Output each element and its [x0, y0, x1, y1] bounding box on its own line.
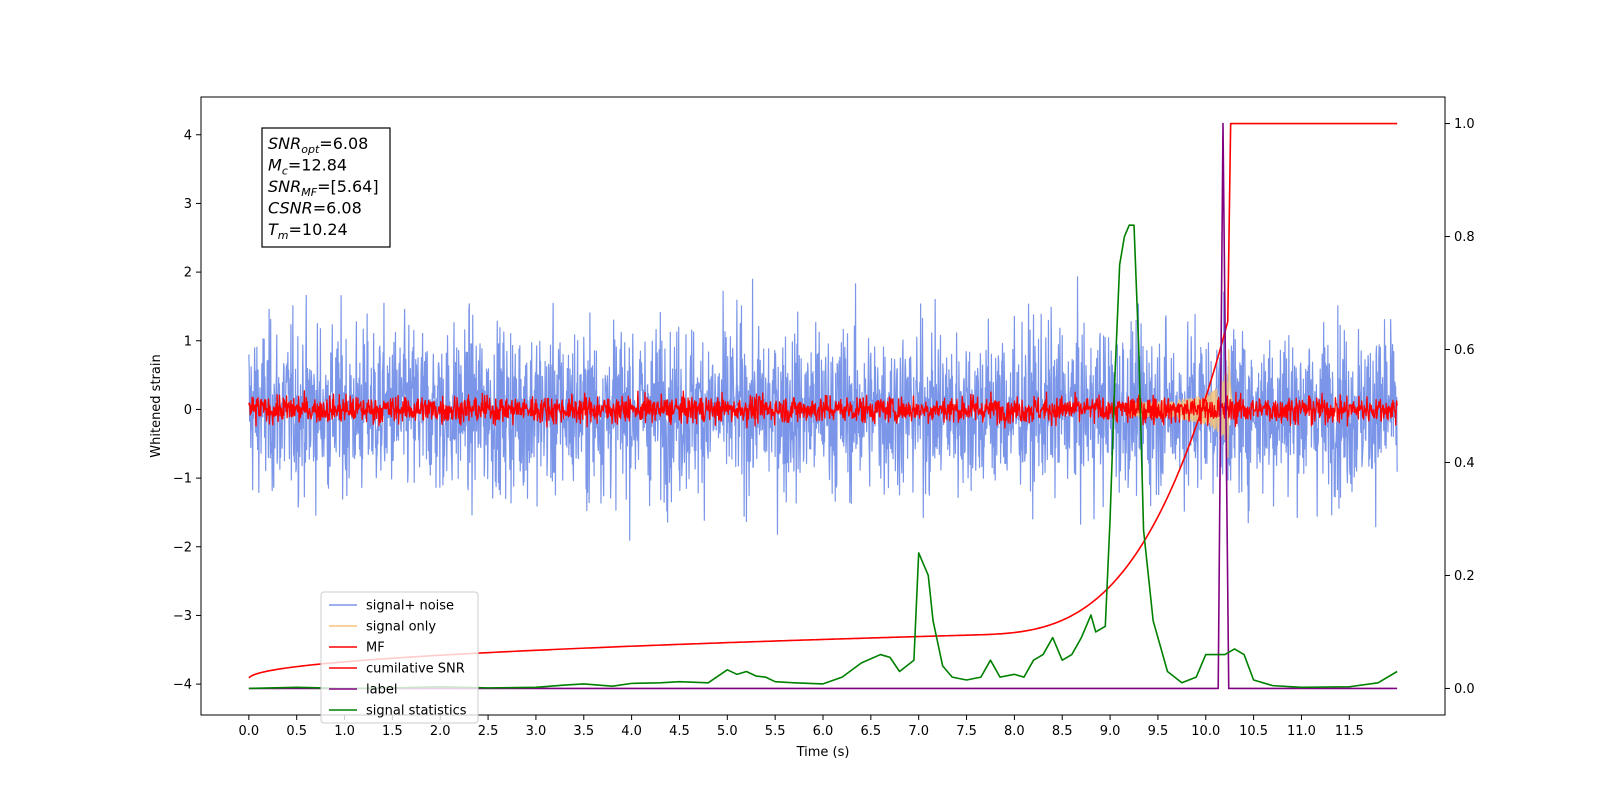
x-tick-label: 8.5 [1052, 724, 1073, 739]
annotation-box: SNRopt=6.08Mc=12.84SNRMF=[5.64]CSNR=6.08… [261, 127, 391, 248]
x-tick-label: 7.0 [908, 724, 929, 739]
y-axis-right: 0.0 0.2 0.4 0.6 0.8 1.0 [1445, 117, 1475, 697]
series-signal-noise [248, 276, 1398, 541]
annotation-symbol: SNR [268, 134, 301, 153]
legend-frame [320, 591, 479, 724]
annotation-subscript: opt [301, 143, 320, 156]
legend-cumilative-snr-label: cumilative SNR [366, 662, 465, 677]
annotation-symbol: T [268, 220, 279, 239]
x-tick-label: 11.0 [1287, 724, 1316, 739]
y-tick-label: 0 [184, 403, 192, 418]
x-tick-label: 8.0 [1004, 724, 1025, 739]
x-tick-label: 3.5 [573, 724, 594, 739]
x-tick-label: 1.5 [382, 724, 403, 739]
x-tick-label: 2.0 [430, 724, 451, 739]
x-tick-label: 7.5 [956, 724, 977, 739]
y-axis-left: −4 −3 −2 −1 0 1 2 3 4 [173, 128, 201, 693]
x-tick-label: 11.5 [1335, 724, 1364, 739]
annotation-symbol: CSNR [268, 199, 313, 218]
legend-signal-statistics-label: signal statistics [366, 704, 467, 719]
annotation-line: SNRMF=[5.64] [268, 177, 379, 199]
x-tick-label: 4.0 [621, 724, 642, 739]
annotation-line: SNRopt=6.08 [268, 134, 368, 156]
legend-label-label: label [366, 683, 397, 698]
series-mf [248, 390, 1398, 429]
series-signal-statistics [248, 224, 1398, 690]
annotation-frame [261, 127, 391, 248]
legend: signal+ noise signal only MF cumilative SNR… [320, 591, 479, 724]
x-tick-label: 6.5 [861, 724, 882, 739]
y2-tick-label: 0.6 [1454, 343, 1475, 358]
annotation-value: =6.08 [319, 134, 368, 153]
x-tick-label: 1.0 [334, 724, 355, 739]
annotation-subscript: m [278, 229, 289, 242]
y2-tick-label: 1.0 [1454, 117, 1475, 132]
y2-tick-label: 0.2 [1454, 569, 1475, 584]
y2-tick-label: 0.0 [1454, 682, 1475, 697]
annotation-value: =[5.64] [317, 177, 379, 196]
x-tick-label: 10.5 [1239, 724, 1268, 739]
annotation-value: =10.24 [289, 220, 348, 239]
annotation-value: =12.84 [288, 156, 347, 175]
y2-tick-label: 0.4 [1454, 456, 1475, 471]
y-tick-label: −4 [173, 678, 192, 693]
annotation-symbol: SNR [268, 177, 301, 196]
y-tick-label: −3 [173, 609, 192, 624]
x-tick-label: 10.0 [1191, 724, 1220, 739]
annotation-value: =6.08 [313, 199, 362, 218]
x-tick-label: 5.5 [765, 724, 786, 739]
y-tick-label: 4 [184, 128, 192, 143]
annotation-subscript: c [282, 165, 288, 178]
legend-mf-label: MF [366, 641, 385, 656]
legend-signal-noise-label: signal+ noise [366, 599, 454, 614]
y-tick-label: 2 [184, 266, 192, 281]
annotation-symbol: M [268, 156, 282, 175]
x-tick-label: 0.5 [286, 724, 307, 739]
series-label [248, 122, 1398, 690]
annotation-subscript: MF [301, 186, 317, 199]
x-tick-label: 0.0 [239, 724, 260, 739]
x-tick-label: 5.0 [717, 724, 738, 739]
annotation-line: Tm=10.24 [268, 220, 348, 242]
x-tick-label: 9.0 [1100, 724, 1121, 739]
x-tick-label: 3.0 [526, 724, 547, 739]
annotation-line: Mc=12.84 [268, 156, 347, 178]
y-axis-label: Whitened strain [149, 354, 164, 457]
y-tick-label: −2 [173, 540, 192, 555]
x-tick-label: 9.5 [1148, 724, 1169, 739]
x-tick-label: 6.0 [813, 724, 834, 739]
annotation-line: CSNR=6.08 [268, 199, 362, 218]
x-axis-label: Time (s) [796, 745, 850, 760]
y-tick-label: 3 [184, 197, 192, 212]
x-tick-label: 4.5 [669, 724, 690, 739]
x-axis: 0.0 0.5 1.0 1.5 2.0 2.5 3.0 3.5 4.0 4.5 5.0 5.5 6.0 6… [239, 715, 1364, 739]
y-tick-label: −1 [173, 472, 192, 487]
y-tick-label: 1 [184, 334, 192, 349]
x-tick-label: 2.5 [478, 724, 499, 739]
y2-tick-label: 0.8 [1454, 230, 1475, 245]
legend-signal-only-label: signal only [366, 620, 436, 635]
